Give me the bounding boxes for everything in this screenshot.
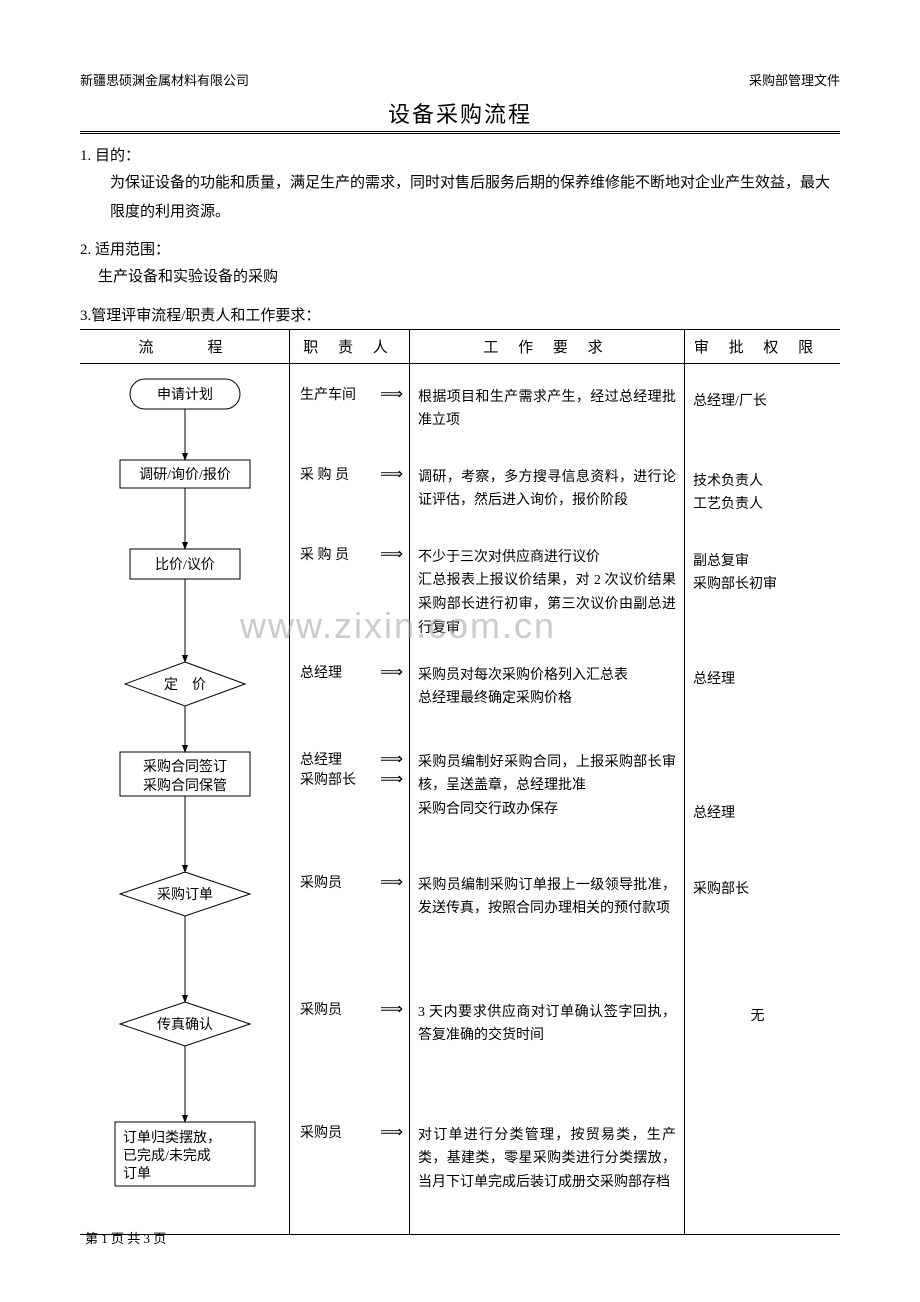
req-cell-6: 3 天内要求供应商对订单确认签字回执，答复准确的交货时间 — [410, 995, 684, 1055]
page-header: 新疆思硕渊金属材料有限公司 采购部管理文件 — [80, 70, 840, 89]
th-flow: 流 程 — [80, 330, 290, 363]
resp-text: 采购部长 — [300, 769, 356, 789]
resp-cell-2: 采 购 员 ⟹ — [290, 544, 409, 564]
th-req: 工 作 要 求 — [410, 330, 685, 363]
resp-line: 采购员 ⟹ — [290, 872, 409, 892]
appr-cell-6: 无 — [685, 999, 830, 1035]
watermark-text: www.zixin.com.cn — [240, 605, 556, 647]
svg-text:订单归类摆放，: 订单归类摆放， — [123, 1129, 221, 1146]
appr-cell-2: 副总复审 采购部长初审 — [685, 544, 830, 604]
arrow-right-icon: ⟹ — [380, 1122, 403, 1142]
appr-cell-3: 总经理 — [685, 662, 830, 698]
arrow-right-icon: ⟹ — [380, 662, 403, 682]
resp-line: 总经理 ⟹ — [290, 749, 409, 769]
resp-text: 采购员 — [300, 872, 342, 892]
section-1-body: 为保证设备的功能和质量，满足生产的需求，同时对售后服务后期的保养维修能不断地对企… — [110, 169, 840, 226]
resp-cell-6: 采购员 ⟹ — [290, 999, 409, 1019]
resp-text: 总经理 — [300, 749, 342, 769]
resp-cell-7: 采购员 ⟹ — [290, 1122, 409, 1142]
appr-cell-0: 总经理/厂长 — [685, 384, 830, 420]
req-cell-3: 采购员对每次采购价格列入汇总表 总经理最终确定采购价格 — [410, 658, 684, 718]
section-2-heading: 2. 适用范围： — [80, 238, 840, 259]
arrow-right-icon: ⟹ — [380, 749, 403, 769]
title-rule-bottom — [80, 133, 840, 134]
resp-cell-5: 采购员 ⟹ — [290, 872, 409, 892]
responsible-column: 生产车间⟹采 购 员⟹采 购 员⟹总经理⟹总经理⟹采购部长⟹采购员⟹采购员⟹采购… — [290, 364, 410, 1234]
arrow-right-icon: ⟹ — [380, 464, 403, 484]
resp-text: 生产车间 — [300, 384, 356, 404]
appr-cell-4: 总经理 — [685, 749, 830, 832]
resp-text: 采购员 — [300, 1122, 342, 1142]
svg-text:采购合同保管: 采购合同保管 — [143, 778, 227, 794]
th-appr: 审 批 权 限 — [685, 330, 830, 363]
arrow-right-icon: ⟹ — [380, 544, 403, 564]
appr-cell-1: 技术负责人 工艺负责人 — [685, 464, 830, 524]
resp-line: 生产车间 ⟹ — [290, 384, 409, 404]
svg-text:传真确认: 传真确认 — [157, 1017, 213, 1033]
req-cell-0: 根据项目和生产需求产生，经过总经理批准立项 — [410, 380, 684, 440]
req-cell-1: 调研，考察，多方搜寻信息资料，进行论证评估，然后进入询价，报价阶段 — [410, 460, 684, 520]
flow-column: 申请计划调研/询价/报价比价/议价定 价采购合同签订采购合同保管采购订单传真确认… — [80, 364, 290, 1234]
arrow-right-icon: ⟹ — [380, 384, 403, 404]
svg-text:比价/议价: 比价/议价 — [155, 557, 215, 573]
arrow-right-icon: ⟹ — [380, 769, 403, 789]
resp-cell-1: 采 购 员 ⟹ — [290, 464, 409, 484]
svg-text:申请计划: 申请计划 — [157, 387, 213, 403]
req-cell-4: 采购员编制好采购合同，上报采购部长审核，呈送盖章，总经理批准 采购合同交行政办保… — [410, 745, 684, 828]
resp-cell-4: 总经理 ⟹ 采购部长 ⟹ — [290, 749, 409, 789]
arrow-right-icon: ⟹ — [380, 999, 403, 1019]
svg-text:调研/询价/报价: 调研/询价/报价 — [139, 467, 231, 483]
section-3-heading: 3.管理评审流程/职责人和工作要求： — [80, 304, 840, 325]
table-header-row: 流 程 职 责 人 工 作 要 求 审 批 权 限 — [80, 330, 840, 364]
section-2-body: 生产设备和实验设备的采购 — [98, 263, 840, 292]
svg-text:定 价: 定 价 — [164, 677, 206, 693]
page-container: 新疆思硕渊金属材料有限公司 采购部管理文件 设备采购流程 1. 目的： 为保证设… — [0, 0, 920, 1302]
svg-text:已完成/未完成: 已完成/未完成 — [123, 1148, 211, 1164]
resp-line: 总经理 ⟹ — [290, 662, 409, 682]
resp-cell-3: 总经理 ⟹ — [290, 662, 409, 682]
resp-text: 采 购 员 — [300, 544, 349, 564]
page-title: 设备采购流程 — [80, 97, 840, 129]
approval-column: 总经理/厂长技术负责人 工艺负责人副总复审 采购部长初审总经理 总经理采购部长无 — [685, 364, 830, 1234]
resp-text: 采购员 — [300, 999, 342, 1019]
req-cell-7: 对订单进行分类管理，按贸易类，生产类，基建类，零星采购类进行分类摆放，当月下订单… — [410, 1118, 684, 1201]
process-table: 流 程 职 责 人 工 作 要 求 审 批 权 限 申请计划调研/询价/报价比价… — [80, 329, 840, 1235]
svg-text:订单: 订单 — [123, 1166, 151, 1182]
header-right: 采购部管理文件 — [749, 70, 840, 89]
resp-cell-0: 生产车间 ⟹ — [290, 384, 409, 404]
th-resp: 职 责 人 — [290, 330, 410, 363]
resp-text: 总经理 — [300, 662, 342, 682]
resp-text: 采 购 员 — [300, 464, 349, 484]
flowchart-svg: 申请计划调研/询价/报价比价/议价定 价采购合同签订采购合同保管采购订单传真确认… — [80, 364, 290, 1234]
resp-line: 采购员 ⟹ — [290, 1122, 409, 1142]
header-left: 新疆思硕渊金属材料有限公司 — [80, 70, 249, 89]
req-cell-5: 采购员编制采购订单报上一级领导批准，发送传真，按照合同办理相关的预付款项 — [410, 868, 684, 928]
svg-text:采购合同签订: 采购合同签订 — [143, 758, 227, 775]
resp-line: 采购员 ⟹ — [290, 999, 409, 1019]
arrow-right-icon: ⟹ — [380, 872, 403, 892]
table-body: 申请计划调研/询价/报价比价/议价定 价采购合同签订采购合同保管采购订单传真确认… — [80, 364, 840, 1234]
svg-text:采购订单: 采购订单 — [157, 887, 213, 903]
page-footer: 第 1 页 共 3 页 — [85, 1228, 166, 1247]
appr-cell-5: 采购部长 — [685, 872, 830, 908]
appr-cell-7 — [685, 1122, 830, 1134]
resp-line: 采 购 员 ⟹ — [290, 464, 409, 484]
resp-line: 采购部长 ⟹ — [290, 769, 409, 789]
requirement-column: 根据项目和生产需求产生，经过总经理批准立项调研，考察，多方搜寻信息资料，进行论证… — [410, 364, 685, 1234]
section-1-heading: 1. 目的： — [80, 144, 840, 165]
title-rule-top — [80, 131, 840, 132]
resp-line: 采 购 员 ⟹ — [290, 544, 409, 564]
